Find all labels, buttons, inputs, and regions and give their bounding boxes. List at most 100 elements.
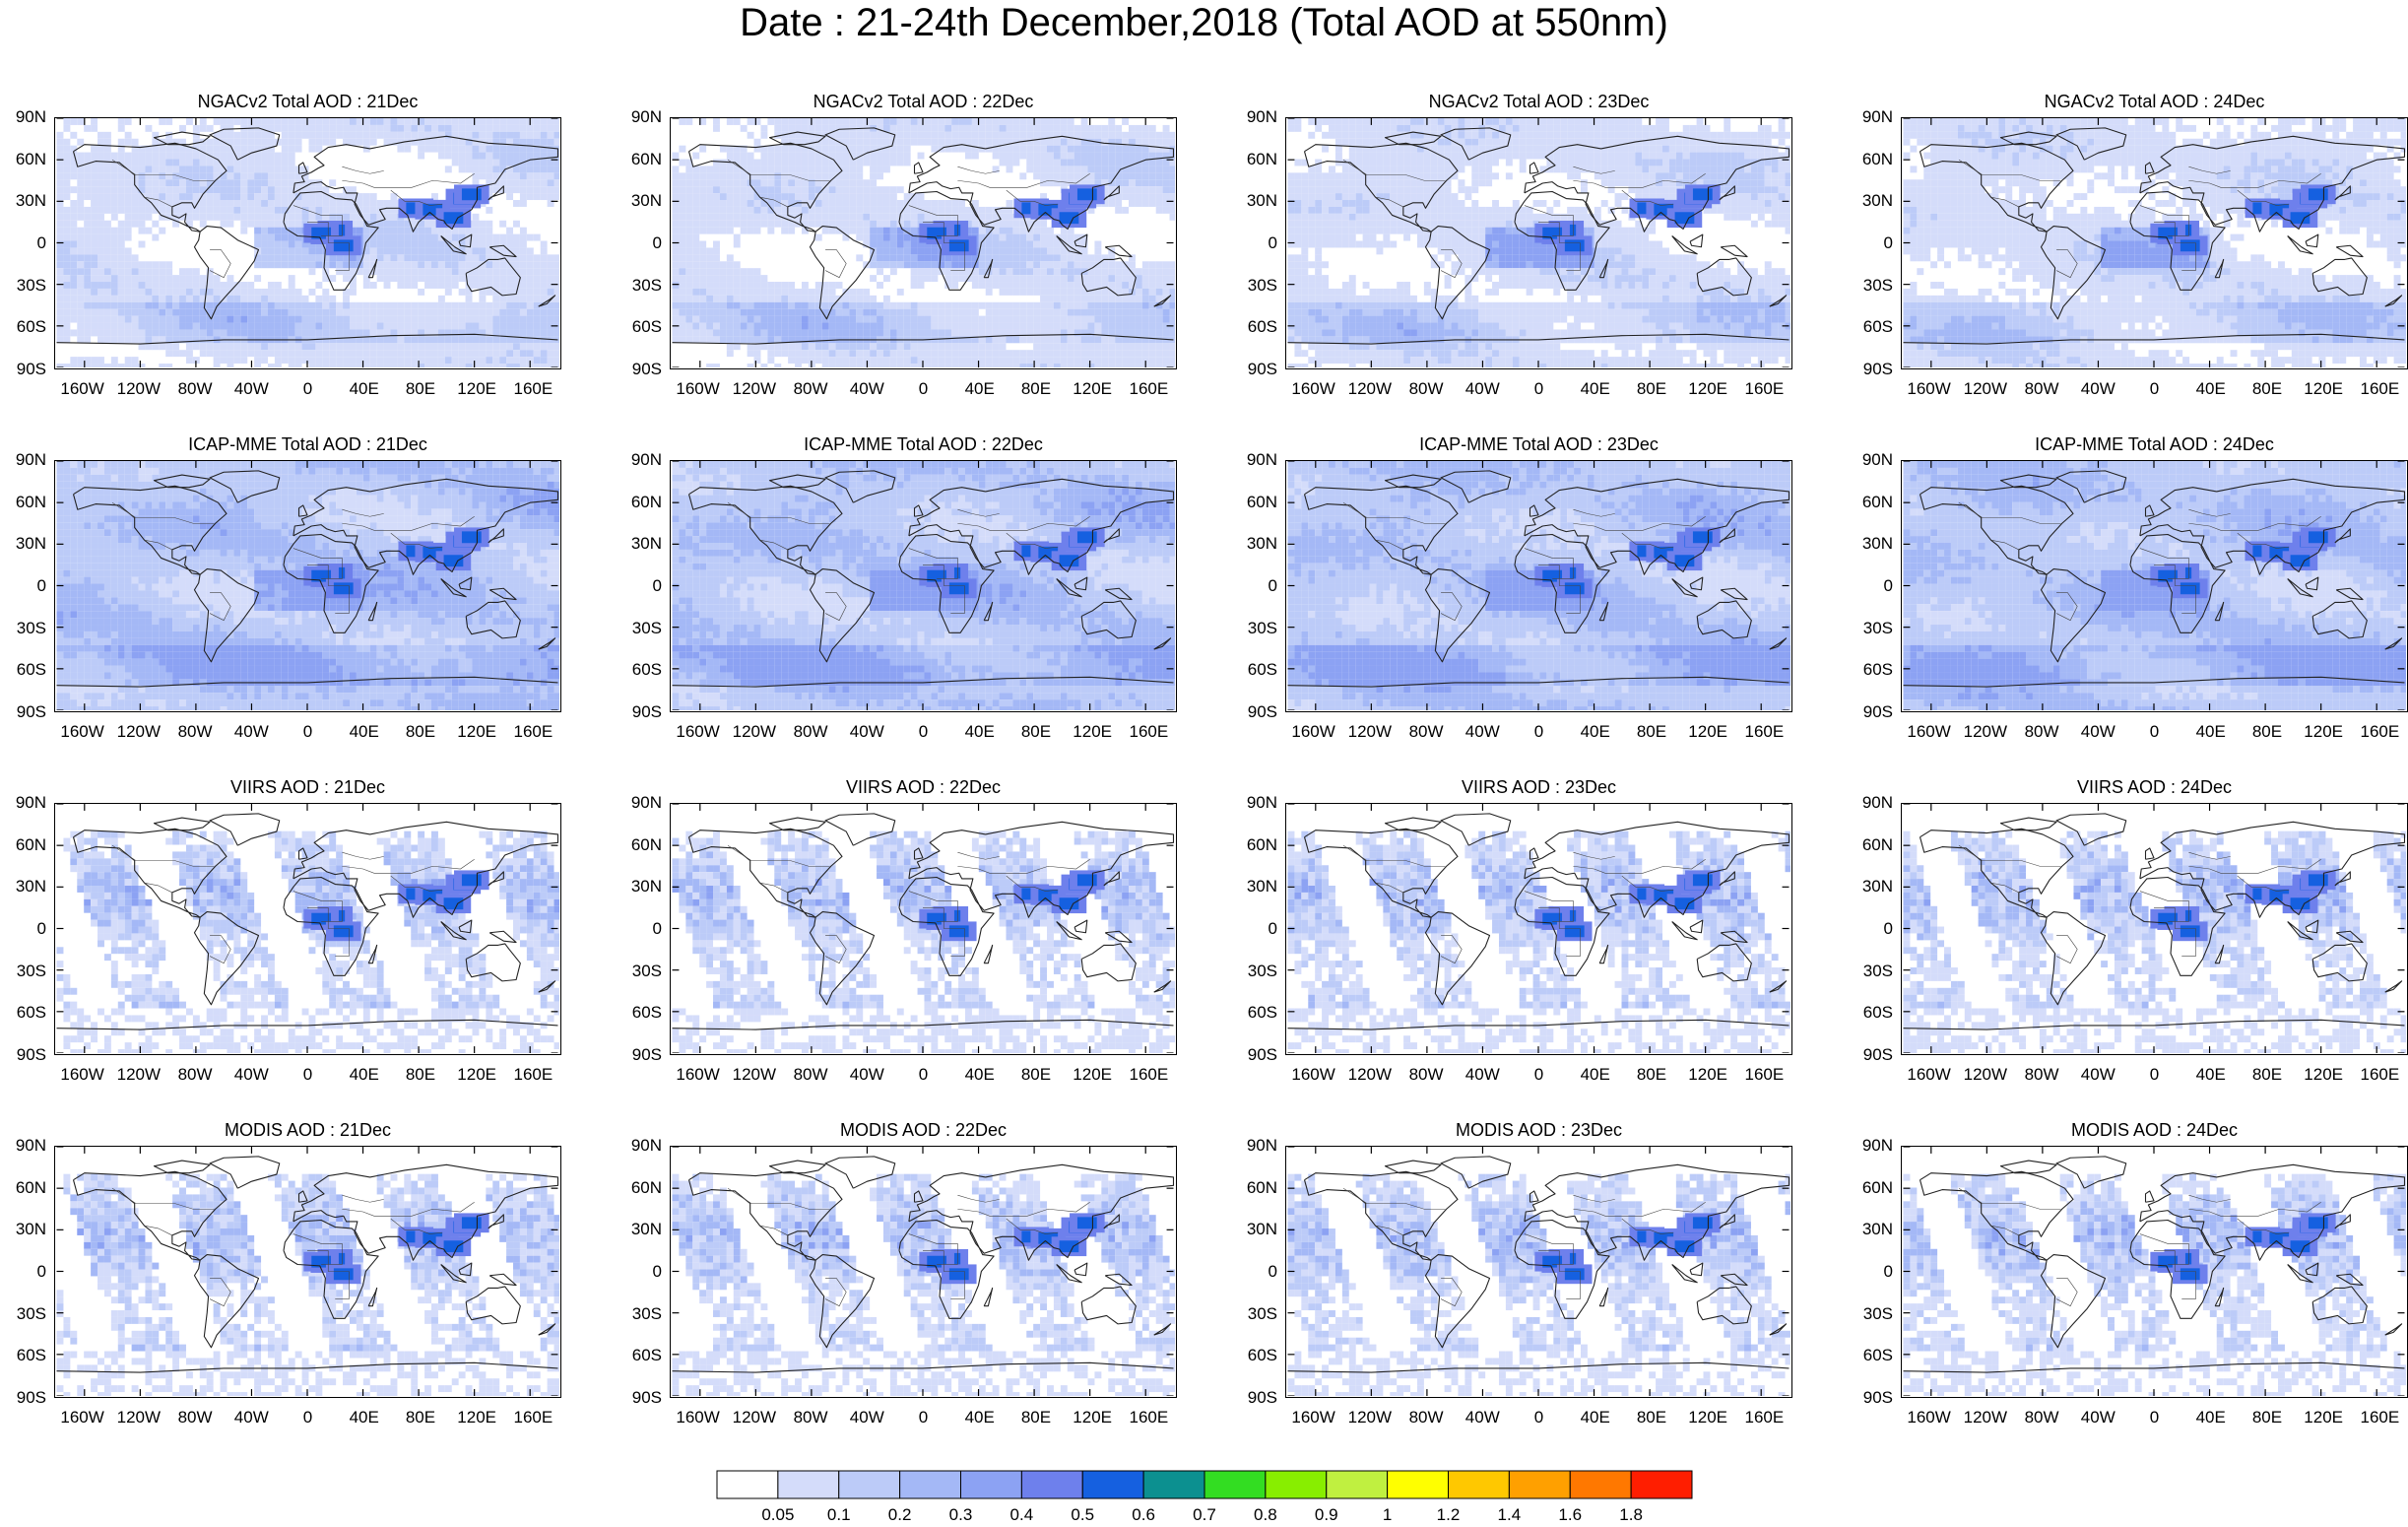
y-tick-label: 60S xyxy=(1842,1003,1893,1023)
x-tick-label: 160E xyxy=(2345,1408,2408,1427)
y-tick-label: 30N xyxy=(1842,191,1893,211)
y-tick-label: 90S xyxy=(1842,1388,1893,1408)
y-tick-label: 60S xyxy=(1226,317,1277,337)
colorbar-box xyxy=(1327,1471,1388,1498)
map-svg xyxy=(55,1147,559,1396)
map-svg xyxy=(671,118,1175,367)
y-tick-label: 90S xyxy=(1226,360,1277,379)
colorbar-label: 0.3 xyxy=(937,1505,986,1525)
x-tick-label: 160E xyxy=(2345,1065,2408,1085)
aod-field xyxy=(1288,831,1790,1053)
y-tick-label: 90S xyxy=(1842,1045,1893,1065)
panel-title: MODIS AOD : 22Dec xyxy=(670,1120,1177,1141)
colorbar-label: 0.7 xyxy=(1180,1505,1229,1525)
y-tick-label: 30S xyxy=(1226,276,1277,296)
y-tick-label: 60S xyxy=(611,660,662,680)
x-tick-label: 160E xyxy=(1729,379,1798,399)
colorbar-label: 0.8 xyxy=(1241,1505,1290,1525)
map-svg xyxy=(1902,118,2406,367)
map-panel xyxy=(54,1146,561,1398)
y-tick-label: 0 xyxy=(1842,1262,1893,1282)
map-panel xyxy=(1285,460,1792,712)
colorbar-box xyxy=(1631,1471,1692,1498)
y-tick-label: 60S xyxy=(1226,660,1277,680)
y-tick-label: 90S xyxy=(1226,1388,1277,1408)
y-tick-label: 30S xyxy=(611,962,662,981)
y-tick-label: 60S xyxy=(0,317,46,337)
panel-title: VIIRS AOD : 21Dec xyxy=(54,777,561,798)
colorbar-box xyxy=(1143,1471,1204,1498)
y-tick-label: 0 xyxy=(1842,576,1893,596)
x-tick-label: 160E xyxy=(2345,379,2408,399)
colorbar-label: 0.9 xyxy=(1302,1505,1351,1525)
y-tick-label: 30N xyxy=(1226,1220,1277,1239)
x-tick-label: 160E xyxy=(2345,722,2408,742)
y-tick-label: 0 xyxy=(0,919,46,939)
y-tick-label: 30N xyxy=(1842,1220,1893,1239)
map-svg xyxy=(55,804,559,1053)
y-tick-label: 90S xyxy=(611,1388,662,1408)
y-tick-label: 30S xyxy=(1226,1304,1277,1324)
map-panel xyxy=(1901,1146,2408,1398)
x-tick-label: 160E xyxy=(1729,1065,1798,1085)
y-tick-label: 90N xyxy=(611,107,662,127)
y-tick-label: 60N xyxy=(0,1178,46,1198)
y-tick-label: 60S xyxy=(1226,1003,1277,1023)
y-tick-label: 90S xyxy=(1842,360,1893,379)
x-tick-label: 160E xyxy=(1114,1408,1183,1427)
y-tick-label: 60S xyxy=(611,317,662,337)
y-tick-label: 30N xyxy=(0,534,46,554)
aod-field xyxy=(1904,831,2406,1053)
y-tick-label: 0 xyxy=(1842,233,1893,253)
colorbar-box xyxy=(1021,1471,1082,1498)
colorbar-box xyxy=(1509,1471,1570,1498)
colorbar-box xyxy=(1570,1471,1631,1498)
aod-field xyxy=(673,831,1175,1053)
map-svg xyxy=(671,461,1175,710)
colorbar-label: 0.4 xyxy=(997,1505,1046,1525)
map-panel xyxy=(1901,803,2408,1055)
y-tick-label: 30S xyxy=(1842,619,1893,638)
map-panel xyxy=(1285,1146,1792,1398)
map-svg xyxy=(671,804,1175,1053)
panel-title: ICAP-MME Total AOD : 24Dec xyxy=(1901,434,2408,455)
y-tick-label: 90N xyxy=(611,450,662,470)
y-tick-label: 30N xyxy=(611,534,662,554)
panel-title: ICAP-MME Total AOD : 23Dec xyxy=(1285,434,1792,455)
y-tick-label: 90N xyxy=(0,793,46,813)
panel-title: MODIS AOD : 24Dec xyxy=(1901,1120,2408,1141)
y-tick-label: 30N xyxy=(611,1220,662,1239)
y-tick-label: 90N xyxy=(1226,793,1277,813)
map-panel xyxy=(54,117,561,369)
map-panel xyxy=(670,460,1177,712)
map-svg xyxy=(55,461,559,710)
y-tick-label: 90S xyxy=(611,1045,662,1065)
y-tick-label: 30S xyxy=(0,1304,46,1324)
map-panel xyxy=(670,803,1177,1055)
y-tick-label: 0 xyxy=(0,1262,46,1282)
x-tick-label: 160E xyxy=(1114,379,1183,399)
y-tick-label: 60N xyxy=(1226,835,1277,855)
y-tick-label: 90S xyxy=(0,1045,46,1065)
y-tick-label: 60S xyxy=(1842,317,1893,337)
y-tick-label: 90N xyxy=(611,793,662,813)
aod-field xyxy=(57,831,559,1053)
map-svg xyxy=(1286,461,1790,710)
y-tick-label: 90S xyxy=(611,702,662,722)
map-panel xyxy=(1901,117,2408,369)
x-tick-label: 160E xyxy=(1729,1408,1798,1427)
y-tick-label: 60S xyxy=(0,1346,46,1365)
map-svg xyxy=(1286,118,1790,367)
colorbar-box xyxy=(900,1471,961,1498)
map-svg xyxy=(1902,1147,2406,1396)
y-tick-label: 90N xyxy=(1842,107,1893,127)
y-tick-label: 60N xyxy=(611,493,662,512)
y-tick-label: 90S xyxy=(0,360,46,379)
y-tick-label: 30N xyxy=(611,877,662,896)
y-tick-label: 60S xyxy=(1842,1346,1893,1365)
y-tick-label: 0 xyxy=(1226,233,1277,253)
y-tick-label: 0 xyxy=(611,919,662,939)
y-tick-label: 30N xyxy=(1842,534,1893,554)
panel-title: ICAP-MME Total AOD : 21Dec xyxy=(54,434,561,455)
